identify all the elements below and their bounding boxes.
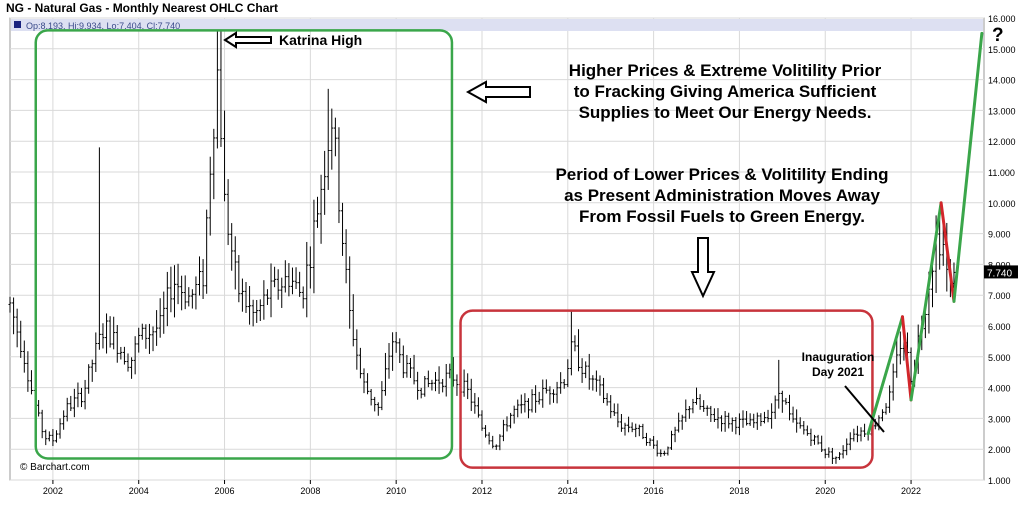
question-mark: ? xyxy=(992,25,1004,46)
x-tick-label: 2012 xyxy=(472,486,492,496)
y-tick-label: 4.000 xyxy=(988,384,1011,394)
katrina-label: Katrina High xyxy=(279,32,362,48)
x-tick-label: 2016 xyxy=(644,486,664,496)
x-tick-label: 2018 xyxy=(729,486,749,496)
x-tick-label: 2002 xyxy=(43,486,63,496)
y-tick-label: 6.000 xyxy=(988,322,1011,332)
y-tick-label: 9.000 xyxy=(988,230,1011,240)
y-tick-label: 15.000 xyxy=(988,45,1016,55)
y-tick-label: 14.000 xyxy=(988,76,1016,86)
y-tick-label: 1.000 xyxy=(988,476,1011,486)
higher-prices-line-3: Supplies to Meet Our Energy Needs. xyxy=(525,102,925,123)
y-axis: 1.0002.0003.0004.0005.0006.0007.0008.000… xyxy=(988,14,1016,486)
y-tick-label: 3.000 xyxy=(988,414,1011,424)
higher-prices-line-2: to Fracking Giving America Sufficient xyxy=(525,81,925,102)
lower-prices-note: Period of Lower Prices & Volitility Endi… xyxy=(517,164,927,227)
x-tick-label: 2020 xyxy=(815,486,835,496)
higher-prices-line-1: Higher Prices & Extreme Volitility Prior xyxy=(525,60,925,81)
y-tick-label: 10.000 xyxy=(988,199,1016,209)
x-tick-label: 2004 xyxy=(129,486,149,496)
readout-square xyxy=(14,21,21,28)
y-tick-label: 7.000 xyxy=(988,291,1011,301)
higher-prices-note: Higher Prices & Extreme Volitility Prior… xyxy=(525,60,925,123)
lower-prices-line-1: Period of Lower Prices & Volitility Endi… xyxy=(517,164,927,185)
y-tick-label: 2.000 xyxy=(988,445,1011,455)
x-tick-label: 2010 xyxy=(386,486,406,496)
lower-prices-line-2: as Present Administration Moves Away xyxy=(517,185,927,206)
x-tick-label: 2008 xyxy=(300,486,320,496)
x-tick-label: 2022 xyxy=(901,486,921,496)
inauguration-line-2: Day 2021 xyxy=(790,365,886,380)
x-tick-label: 2014 xyxy=(558,486,578,496)
y-tick-label: 13.000 xyxy=(988,106,1016,116)
last-price-label: 7.740 xyxy=(987,268,1012,279)
y-tick-label: 5.000 xyxy=(988,353,1011,363)
inauguration-note: Inauguration Day 2021 xyxy=(790,350,886,380)
y-tick-label: 12.000 xyxy=(988,137,1016,147)
y-tick-label: 16.000 xyxy=(988,14,1016,24)
last-price-tag: 7.740 xyxy=(984,265,1018,279)
copyright: © Barchart.com xyxy=(20,462,90,473)
inauguration-line-1: Inauguration xyxy=(790,350,886,365)
y-tick-label: 11.000 xyxy=(988,168,1015,178)
x-axis: 2002 2004 2006 2008 2010 2012 2014 2016 2018 2020… xyxy=(43,480,921,496)
lower-prices-line-3: From Fossil Fuels to Green Energy. xyxy=(517,206,927,227)
x-tick-label: 2006 xyxy=(215,486,235,496)
chart-title: NG - Natural Gas - Monthly Nearest OHLC … xyxy=(6,1,278,15)
